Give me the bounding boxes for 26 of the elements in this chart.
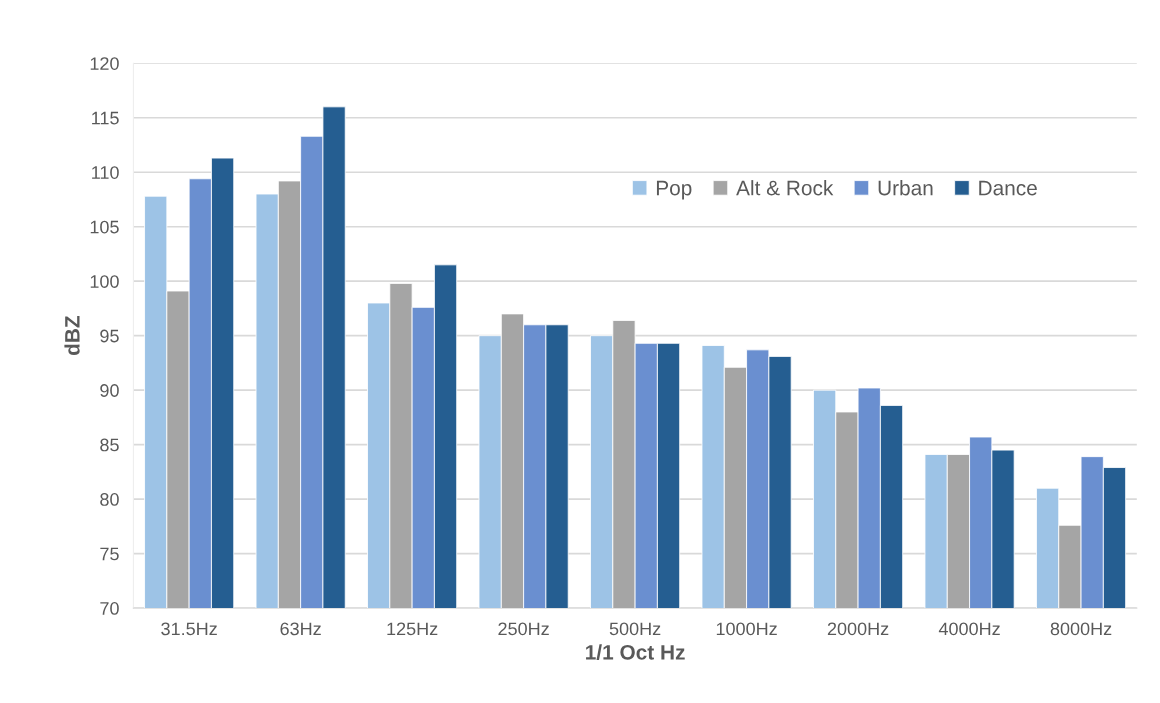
legend-label: Dance [979, 180, 1037, 196]
y-tick-label: 90 [100, 384, 119, 397]
legend-label: Urban [878, 180, 933, 196]
x-tick-label: 500Hz [609, 622, 661, 636]
y-tick-label: 105 [90, 220, 119, 234]
legend-label: Pop [656, 180, 692, 200]
y-tick-label: 85 [100, 438, 119, 452]
y-tick-label: 115 [92, 111, 119, 125]
x-axis-title: 1/1 Oct Hz [586, 644, 685, 660]
y-tick-label: 100 [90, 275, 119, 288]
y-tick-label: 80 [100, 493, 119, 506]
x-tick-label: 2000Hz [827, 622, 889, 636]
y-tick-label: 75 [100, 547, 119, 561]
x-tick-label: 63Hz [280, 622, 321, 636]
x-tick-label: 1000Hz [716, 622, 777, 636]
x-tick-label: 4000Hz [938, 622, 1000, 636]
y-tick-label: 95 [100, 329, 119, 343]
x-tick-label: 31.5Hz [161, 622, 217, 636]
x-tick-label: 8000Hz [1050, 622, 1112, 636]
x-tick-label: 250Hz [498, 622, 549, 636]
x-tick-label: 125Hz [387, 622, 438, 636]
y-tick-label: 120 [90, 57, 119, 70]
y-tick-label: 110 [92, 166, 119, 179]
y-axis-title: dBZ [64, 316, 80, 356]
legend-label: Alt & Rock [736, 180, 834, 196]
y-tick-label: 70 [100, 602, 119, 615]
